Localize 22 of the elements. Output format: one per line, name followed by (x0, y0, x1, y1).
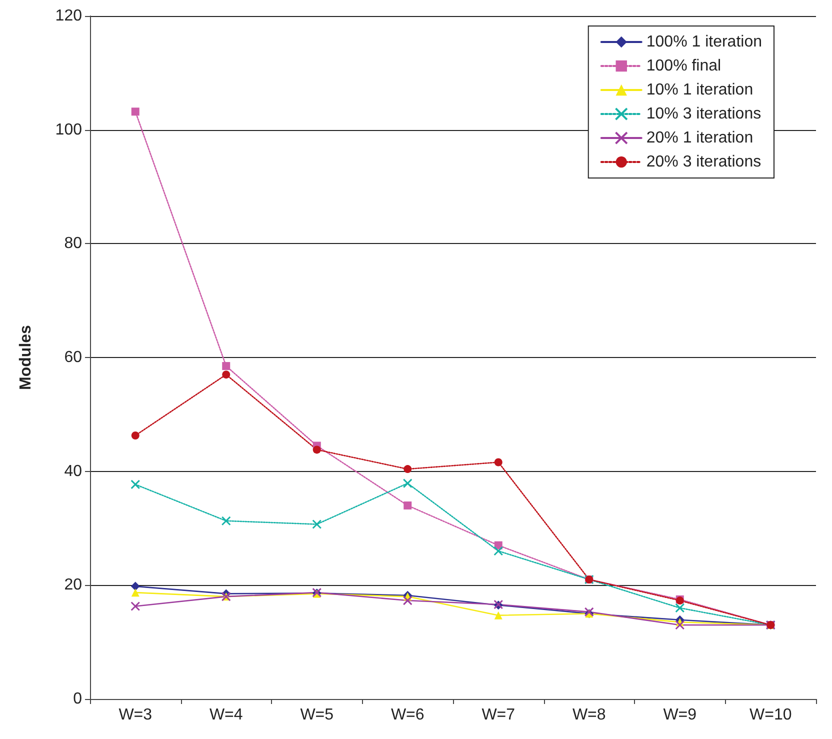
y-tick-label: 40 (64, 462, 82, 480)
x-tick-label: W=9 (663, 706, 697, 724)
y-axis-title: Modules (18, 324, 34, 390)
legend-label: 100% final (646, 58, 722, 74)
x-tick-label: W=10 (750, 706, 792, 724)
legend-label: 20% 1 iteration (646, 130, 754, 146)
legend-label: 20% 3 iterations (646, 154, 762, 170)
x-tick-label: W=8 (572, 706, 606, 724)
y-tick-label: 80 (64, 235, 82, 252)
y-tick-label: 100 (55, 121, 82, 138)
x-tick-label: W=3 (118, 706, 152, 724)
x-tick-label: W=7 (482, 706, 516, 724)
x-tick-label: W=4 (209, 706, 243, 724)
y-tick-label: 120 (55, 8, 82, 24)
y-tick-label: 20 (64, 576, 82, 594)
legend-label: 10% 1 iteration (646, 82, 754, 98)
y-tick-label: 0 (73, 690, 82, 708)
x-tick-label: W=6 (390, 706, 424, 724)
legend-label: 100% 1 iteration (646, 34, 762, 50)
legend-label: 10% 3 iterations (646, 106, 762, 122)
y-tick-label: 60 (64, 349, 82, 366)
x-tick-label: W=5 (300, 706, 334, 724)
